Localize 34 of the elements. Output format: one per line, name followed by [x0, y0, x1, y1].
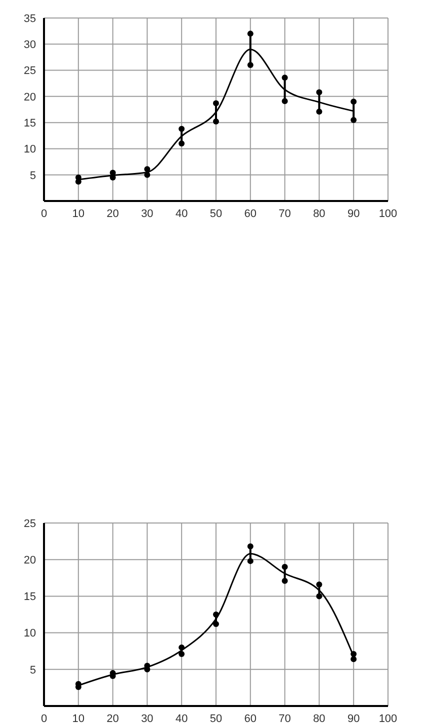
x-tick-label: 50: [210, 208, 222, 220]
y-tick-label: 35: [24, 12, 36, 25]
x-tick-label: 20: [106, 208, 119, 220]
x-tick-label: 10: [72, 208, 85, 220]
y-tick-label: 15: [24, 591, 36, 604]
y-tick-label: 5: [30, 170, 36, 182]
x-tick-label: 0: [40, 712, 48, 725]
x-tick-label: 100: [378, 712, 398, 725]
x-tick-label: 30: [141, 712, 154, 725]
y-tick-label: 20: [24, 91, 36, 104]
x-tick-label: 40: [175, 208, 188, 220]
x-tick-label: 70: [278, 712, 291, 725]
y-tick-label: 25: [24, 518, 36, 530]
x-tick-label: 40: [175, 712, 188, 725]
y-tick-label: 5: [30, 664, 36, 676]
x-tick-label: 70: [278, 208, 291, 220]
x-tick-label: 100: [378, 208, 398, 220]
x-tick-label: 90: [347, 712, 360, 725]
x-tick-label: 20: [106, 712, 119, 725]
x-tick-label: 60: [244, 712, 257, 725]
x-tick-label: 10: [72, 712, 85, 725]
x-tick-label: 50: [210, 712, 222, 725]
y-tick-label: 25: [24, 65, 36, 78]
x-tick-label: 80: [313, 208, 326, 220]
y-tick-label: 20: [24, 554, 36, 567]
x-tick-label: 30: [141, 208, 154, 220]
y-tick-label: 10: [24, 628, 36, 640]
x-tick-label: 80: [313, 712, 326, 725]
y-tick-label: 15: [24, 117, 36, 130]
y-tick-label: 30: [24, 39, 36, 52]
x-tick-label: 90: [347, 208, 360, 220]
x-tick-label: 0: [40, 208, 48, 220]
x-tick-label: 60: [244, 208, 257, 220]
y-tick-label: 10: [24, 144, 36, 156]
